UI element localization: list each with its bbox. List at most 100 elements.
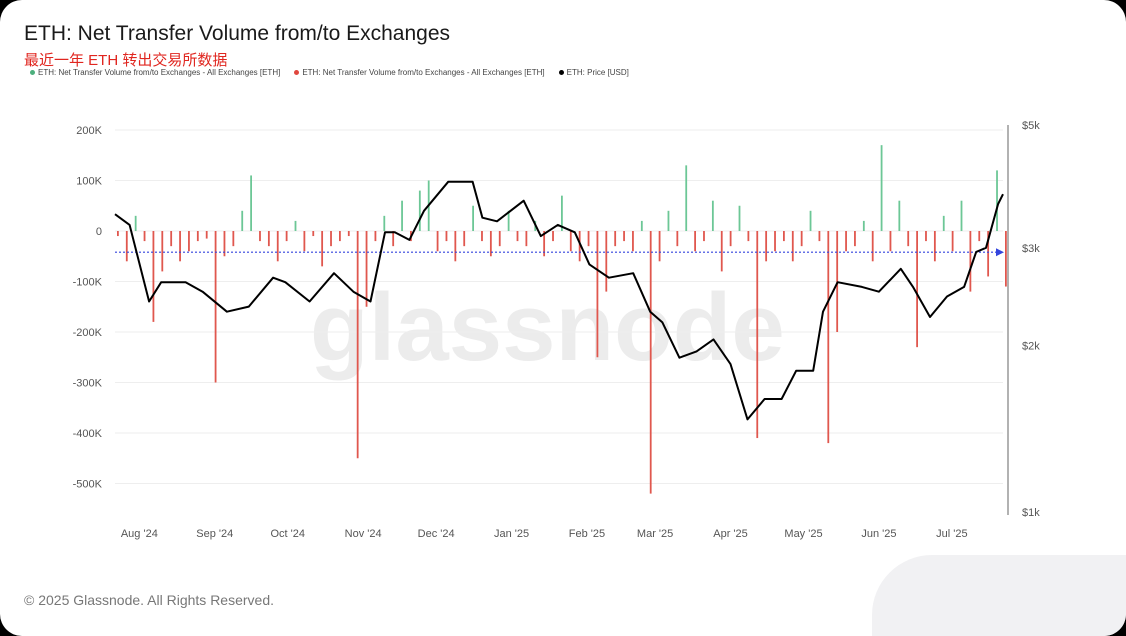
outflow-bar [543,231,546,257]
outflow-bar [161,231,164,272]
outflow-bar [436,231,439,252]
outflow-bar [951,231,954,252]
x-axis-tick: Sep '24 [196,528,233,540]
outflow-bar [152,231,155,322]
outflow-bar [339,231,341,242]
outflow-bar [854,231,856,247]
outflow-bar [143,231,146,242]
outflow-bar [454,231,457,262]
outflow-bar [747,231,750,242]
outflow-bar [1005,231,1007,287]
outflow-bar [196,231,199,242]
inflow-bar [711,200,714,231]
outflow-bar [907,231,910,247]
outflow-bar [783,231,785,242]
legend-dot-icon [294,70,300,76]
outflow-bar [774,231,776,252]
inflow-bar [294,220,297,231]
outflow-bar [179,231,181,262]
outflow-bar [516,231,519,242]
decorative-blob [872,555,1126,636]
x-axis-tick: Jul '25 [936,528,967,540]
inflow-bar [667,210,670,231]
legend-label: ETH: Price [USD] [566,68,629,77]
outflow-bar [347,231,350,237]
inflow-bar [561,195,563,231]
outflow-bar [463,231,466,247]
outflow-bar [498,231,501,247]
outflow-bar [703,231,705,242]
left-axis-tick: -400K [73,428,103,440]
inflow-bar [472,205,474,231]
outflow-bar [694,231,696,252]
inflow-bar [898,200,901,231]
outflow-bar [925,231,927,242]
outflow-bar [676,231,679,247]
legend-dot-icon [558,70,564,76]
outflow-bar [649,231,652,494]
outflow-bar [969,231,972,292]
x-axis-tick: Apr '25 [713,528,748,540]
outflow-bar [756,231,759,439]
outflow-bar [587,231,590,247]
outflow-bar [596,231,599,358]
outflow-bar [614,231,617,247]
inflow-bar [418,190,421,231]
outflow-bar [125,231,128,262]
legend-item-price[interactable]: ETH: Price [USD] [558,68,629,77]
left-axis-tick: 0 [96,226,102,238]
legend-label: ETH: Net Transfer Volume from/to Exchang… [38,68,281,77]
outflow-bar [729,231,732,247]
outflow-bar [312,231,315,237]
outflow-bar [578,231,581,262]
outflow-bar [214,231,217,383]
inflow-bar [250,175,252,231]
legend-item-inflow[interactable]: ETH: Net Transfer Volume from/to Exchang… [30,68,280,77]
outflow-bar [267,231,270,247]
inflow-bar [685,165,688,231]
outflow-bar [765,231,768,262]
outflow-bar [392,231,395,247]
inflow-bar [401,200,403,231]
copyright-footer: © 2025 Glassnode. All Rights Reserved. [24,592,275,608]
outflow-bar [356,231,359,459]
inflow-bar [996,170,998,231]
outflow-bar [445,231,448,242]
left-axis-tick: -300K [73,378,103,390]
inflow-bar [862,220,865,231]
outflow-bar [552,231,554,242]
outflow-bar [330,231,332,247]
price-line [114,180,1004,421]
watermark: glassnode [310,274,785,381]
inflow-bar [960,200,963,231]
outflow-bar [170,231,173,247]
x-axis-tick: Aug '24 [121,528,158,540]
outflow-bar [117,231,119,237]
chart-title: ETH: Net Transfer Volume from/to Exchang… [24,22,451,45]
outflow-bar [827,231,830,444]
outflow-bar [658,231,661,262]
outflow-bar [818,231,821,242]
outflow-bar [481,231,483,242]
legend-label: ETH: Net Transfer Volume from/to Exchang… [302,68,545,77]
outflow-bar [720,231,723,272]
legend-item-outflow[interactable]: ETH: Net Transfer Volume from/to Exchang… [294,68,545,77]
left-axis-tick: -500K [73,479,103,491]
outflow-bar [489,231,492,257]
inflow-bar [942,215,945,231]
chart-subtitle: 最近一年 ETH 转出交易所数据 [24,52,228,69]
outflow-bar [303,231,306,252]
inflow-bar [809,210,812,231]
x-axis-tick: Nov '24 [345,528,382,540]
outflow-bar [632,231,634,252]
left-axis-tick: -100K [73,277,103,289]
outflow-bar [889,231,892,252]
x-axis-tick: May '25 [784,528,822,540]
reference-arrow-icon [996,248,1004,257]
x-axis-tick: Mar '25 [637,528,673,540]
inflow-bar [383,215,386,231]
outflow-bar [259,231,261,242]
legend: ETH: Net Transfer Volume from/to Exchang… [30,68,629,77]
x-axis-tick: Jun '25 [861,528,896,540]
inflow-bar [738,205,741,231]
